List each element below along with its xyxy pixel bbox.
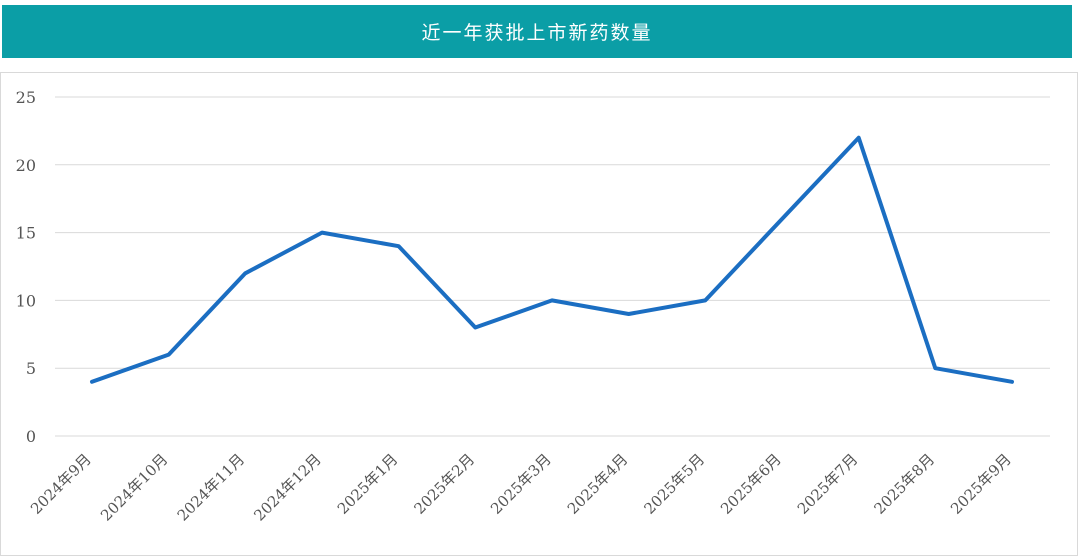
y-tick-label: 5 — [26, 359, 36, 378]
x-tick-label: 2025年3月 — [487, 450, 555, 518]
x-tick-label: 2024年11月 — [174, 450, 248, 524]
y-tick-label: 15 — [16, 224, 36, 243]
y-tick-label: 0 — [26, 427, 36, 446]
x-tick-label: 2025年2月 — [410, 450, 478, 518]
x-tick-label: 2025年8月 — [870, 450, 938, 518]
x-tick-label: 2025年9月 — [947, 450, 1015, 518]
chart-title: 近一年获批上市新药数量 — [2, 5, 1072, 58]
x-tick-label: 2025年1月 — [334, 450, 402, 518]
x-tick-label: 2024年9月 — [27, 450, 95, 518]
y-tick-label: 10 — [16, 291, 36, 310]
y-tick-label: 25 — [16, 88, 36, 107]
y-tick-label: 20 — [16, 156, 36, 175]
series-line — [90, 135, 1014, 384]
x-tick-label: 2025年4月 — [564, 450, 632, 518]
x-tick-label: 2024年12月 — [250, 450, 324, 524]
x-tick-label: 2025年6月 — [717, 450, 785, 518]
x-tick-label: 2025年7月 — [794, 450, 862, 518]
x-tick-label: 2025年5月 — [640, 450, 708, 518]
x-tick-label: 2024年10月 — [97, 450, 171, 524]
chart-frame — [0, 72, 1078, 556]
